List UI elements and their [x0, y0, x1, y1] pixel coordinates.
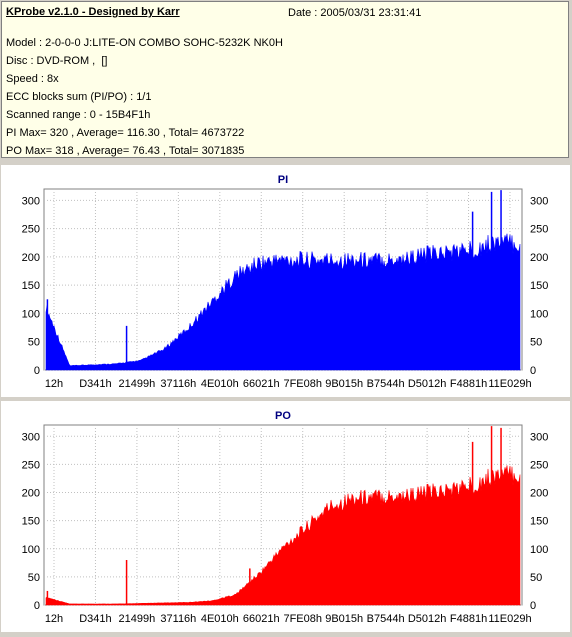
po-x-tick: 4E010h	[201, 613, 239, 625]
po-x-tick: 11E029h	[488, 613, 531, 625]
pi-y-tick-right: 300	[530, 195, 548, 207]
po-x-tick: F4881h	[450, 613, 487, 625]
pi-y-tick-right: 150	[530, 280, 548, 292]
pi-y-tick-right: 100	[530, 308, 548, 320]
po-chart-panel: PO 0 0 50 50 100 100 150 150 200 200 250 250 300 300 12…	[1, 401, 570, 632]
pi-chart-title: PI	[278, 174, 288, 186]
po-x-tick: 37116h	[160, 613, 196, 625]
ecc-line: ECC blocks sum (PI/PO) : 1/1	[6, 91, 152, 103]
po-x-tick: 9B015h	[325, 613, 363, 625]
pi-y-tick-left: 150	[22, 280, 40, 292]
pi-y-tick-left: 200	[22, 252, 40, 264]
info-panel: KProbe v2.1.0 - Designed by Karr Date : …	[1, 1, 569, 158]
range-line: Scanned range : 0 - 15B4F1h	[6, 109, 151, 121]
po-x-tick: D341h	[79, 613, 111, 625]
pi-chart: PI 0 0 50 50 100 100 150 150 200 200 250 250 300 300 12…	[22, 174, 549, 390]
pi-y-tick-left: 50	[28, 337, 40, 349]
pi-x-tick: 7FE08h	[283, 378, 322, 390]
pi-chart-panel: PI 0 0 50 50 100 100 150 150 200 200 250 250 300 300 12…	[1, 165, 570, 397]
po-x-tick: B7544h	[367, 613, 405, 625]
disc-line: Disc : DVD-ROM , []	[6, 55, 108, 67]
po-series-area	[45, 465, 521, 606]
pi-y-tick-right: 200	[530, 252, 548, 264]
pi-x-tick: B7544h	[367, 378, 405, 390]
po-summary-line: PO Max= 318 , Average= 76.43 , Total= 30…	[6, 145, 245, 157]
po-x-tick: 7FE08h	[283, 613, 322, 625]
pi-y-tick-right: 0	[530, 365, 536, 377]
po-chart-title: PO	[275, 410, 291, 422]
model-line: Model : 2-0-0-0 J:LITE-ON COMBO SOHC-523…	[6, 37, 283, 49]
pi-x-tick: D341h	[79, 378, 111, 390]
po-y-tick-left: 150	[22, 516, 40, 528]
po-y-tick-left: 250	[22, 459, 40, 471]
pi-series-area	[45, 233, 521, 371]
app-title: KProbe v2.1.0 - Designed by Karr	[6, 6, 180, 18]
pi-x-tick: 4E010h	[201, 378, 239, 390]
po-y-tick-left: 50	[28, 572, 40, 584]
po-y-tick-right: 100	[530, 544, 548, 556]
po-y-tick-right: 50	[530, 572, 542, 584]
pi-y-tick-left: 300	[22, 195, 40, 207]
pi-summary-line: PI Max= 320 , Average= 116.30 , Total= 4…	[6, 127, 245, 139]
po-chart: PO 0 0 50 50 100 100 150 150 200 200 250 250 300 300 12…	[22, 410, 549, 625]
po-x-tick: 12h	[45, 613, 63, 625]
po-x-tick: 66021h	[243, 613, 280, 625]
po-y-tick-right: 300	[530, 431, 548, 443]
po-y-tick-right: 200	[530, 488, 548, 500]
po-y-tick-right: 0	[530, 600, 536, 612]
pi-y-tick-left: 0	[34, 365, 40, 377]
pi-x-tick: 12h	[45, 378, 63, 390]
pi-y-tick-left: 100	[22, 308, 40, 320]
pi-y-tick-left: 250	[22, 224, 40, 236]
po-y-tick-left: 300	[22, 431, 40, 443]
pi-x-tick: 11E029h	[488, 378, 531, 390]
pi-x-tick: 21499h	[119, 378, 156, 390]
pi-y-tick-right: 50	[530, 337, 542, 349]
speed-line: Speed : 8x	[6, 73, 59, 85]
pi-x-tick: F4881h	[450, 378, 487, 390]
po-x-tick: D5012h	[408, 613, 447, 625]
po-y-tick-left: 0	[34, 600, 40, 612]
po-y-tick-right: 250	[530, 459, 548, 471]
pi-x-tick: D5012h	[408, 378, 447, 390]
pi-x-tick: 37116h	[160, 378, 196, 390]
po-y-tick-left: 200	[22, 488, 40, 500]
po-x-tick: 21499h	[119, 613, 156, 625]
pi-y-tick-right: 250	[530, 224, 548, 236]
po-y-tick-left: 100	[22, 544, 40, 556]
po-y-tick-right: 150	[530, 516, 548, 528]
pi-x-tick: 9B015h	[325, 378, 363, 390]
pi-x-tick: 66021h	[243, 378, 280, 390]
scan-date: Date : 2005/03/31 23:31:41	[288, 7, 422, 19]
